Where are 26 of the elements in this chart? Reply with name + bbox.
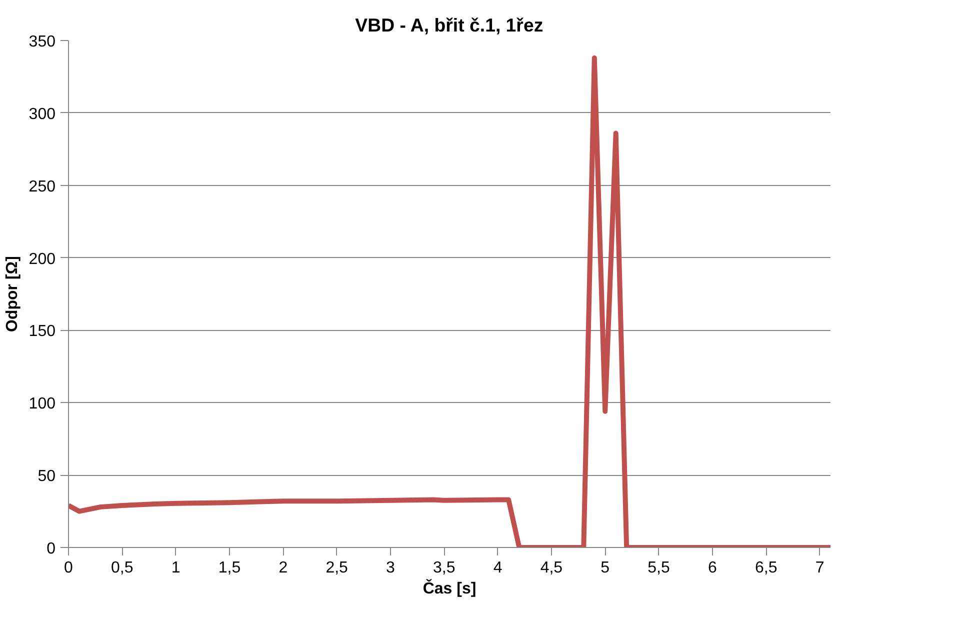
x-tick-label: 7: [815, 560, 824, 576]
x-tick-label: 1,5: [218, 560, 241, 576]
x-tick-label: 1: [171, 560, 180, 576]
x-tick-label: 5,5: [648, 560, 670, 576]
y-tick-label: 100: [28, 396, 56, 413]
chart-title: VBD - A, břit č.1, 1řez: [355, 14, 544, 36]
x-tick-label: 0,5: [111, 560, 134, 576]
x-tick-label: 3: [386, 560, 396, 576]
y-tick-label: 300: [28, 106, 56, 123]
x-tick-label: 3,5: [433, 560, 456, 576]
y-tick-label: 200: [28, 250, 56, 268]
x-tick-label: 2,5: [326, 560, 348, 576]
x-tick-label: 4,5: [540, 560, 563, 576]
y-tick-label: 0: [46, 540, 56, 558]
x-tick-label: 6: [708, 560, 717, 576]
y-tick-label: 150: [28, 323, 56, 340]
x-tick-label: 6,5: [754, 560, 778, 576]
y-tick-label: 50: [38, 468, 56, 486]
y-tick-label: 250: [28, 178, 56, 196]
x-tick-label: 0: [64, 560, 74, 576]
x-tick-label: 4: [493, 560, 502, 576]
y-tick-label: 350: [28, 34, 56, 50]
x-tick-label: 5: [600, 560, 610, 576]
x-axis-title: Čas [s]: [422, 578, 476, 598]
y-axis-title: Odpor [Ω]: [4, 256, 21, 332]
x-tick-label: 2: [278, 560, 288, 576]
